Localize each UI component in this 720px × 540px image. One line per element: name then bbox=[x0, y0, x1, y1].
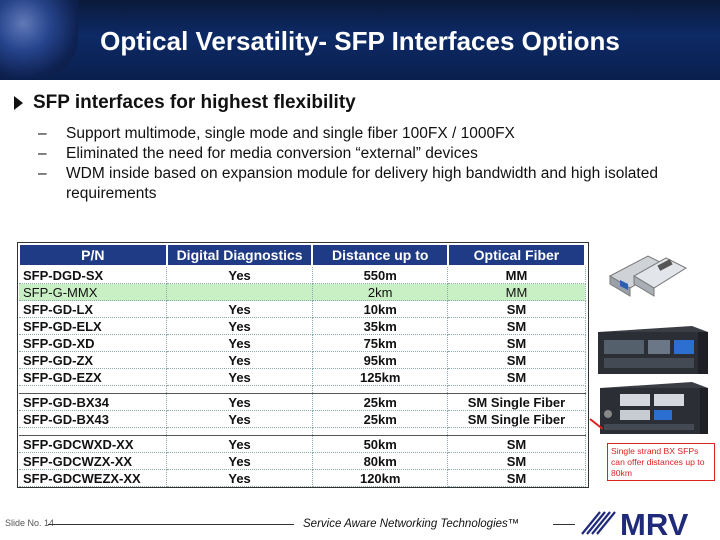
cell-distance: 25km bbox=[312, 410, 449, 428]
bullet-triangle-icon bbox=[14, 96, 23, 110]
table-row: SFP-GDCWXD-XX Yes 50km SM bbox=[19, 435, 586, 453]
cell-diagnostics: Yes bbox=[166, 393, 313, 411]
table-row: SFP-GD-BX43 Yes 25km SM Single Fiber bbox=[19, 410, 586, 428]
cell-distance: 25km bbox=[312, 393, 449, 411]
cell-distance: 550m bbox=[312, 266, 449, 284]
table-row: SFP-GD-ZX Yes 95km SM bbox=[19, 351, 586, 369]
cell-pn: SFP-GD-EZX bbox=[19, 368, 168, 386]
cell-distance: 95km bbox=[312, 351, 449, 369]
cell-diagnostics: Yes bbox=[166, 317, 313, 335]
cell-diagnostics: Yes bbox=[166, 410, 313, 428]
cell-diagnostics: Yes bbox=[166, 266, 313, 284]
sub-bullet: – Eliminated the need for media conversi… bbox=[38, 144, 708, 164]
cell-pn: SFP-DGD-SX bbox=[19, 266, 168, 284]
cell-distance: 75km bbox=[312, 334, 449, 352]
cell-diagnostics: Yes bbox=[166, 351, 313, 369]
table-row: SFP-GDCWZX-XX Yes 80km SM bbox=[19, 452, 586, 470]
cell-pn: SFP-GD-BX34 bbox=[19, 393, 168, 411]
cell-fiber: MM bbox=[447, 283, 586, 301]
cell-pn: SFP-GD-BX43 bbox=[19, 410, 168, 428]
dash-marker: – bbox=[38, 125, 47, 142]
cell-pn: SFP-GD-ZX bbox=[19, 351, 168, 369]
sfp-table: P/N Digital Diagnostics Distance up to O… bbox=[17, 242, 589, 488]
cell-pn: SFP-GDCWXD-XX bbox=[19, 435, 168, 453]
column-header: Distance up to bbox=[311, 243, 449, 267]
cell-fiber: SM bbox=[447, 452, 586, 470]
cell-fiber: SM bbox=[447, 469, 586, 487]
title-bar: Optical Versatility- SFP Interfaces Opti… bbox=[0, 0, 720, 80]
cell-fiber: MM bbox=[447, 266, 586, 284]
cell-pn: SFP-G-MMX bbox=[19, 283, 168, 301]
table-row: SFP-G-MMX 2km MM bbox=[19, 283, 586, 301]
cell-diagnostics: Yes bbox=[166, 469, 313, 487]
cell-distance: 125km bbox=[312, 368, 449, 386]
dash-marker: – bbox=[38, 145, 47, 162]
footer-rule-left bbox=[48, 524, 294, 525]
cell-fiber: SM Single Fiber bbox=[447, 410, 586, 428]
table-row: SFP-GD-ELX Yes 35km SM bbox=[19, 317, 586, 335]
table-row: SFP-GD-BX34 Yes 25km SM Single Fiber bbox=[19, 393, 586, 411]
cell-distance: 80km bbox=[312, 452, 449, 470]
dash-marker: – bbox=[38, 165, 47, 182]
column-header: P/N bbox=[18, 243, 168, 267]
main-bullet-text: SFP interfaces for highest flexibility bbox=[33, 92, 356, 113]
table-row: SFP-GD-EZX Yes 125km SM bbox=[19, 368, 586, 386]
cell-fiber: SM bbox=[447, 317, 586, 335]
sub-bullet-list: – Support multimode, single mode and sin… bbox=[38, 124, 708, 204]
sfp-module-image bbox=[608, 255, 688, 297]
cell-distance: 35km bbox=[312, 317, 449, 335]
table-row: SFP-DGD-SX Yes 550m MM bbox=[19, 266, 586, 284]
cell-pn: SFP-GD-XD bbox=[19, 334, 168, 352]
cell-fiber: SM Single Fiber bbox=[447, 393, 586, 411]
table-header-row: P/N Digital Diagnostics Distance up to O… bbox=[18, 243, 587, 267]
cell-diagnostics: Yes bbox=[166, 300, 313, 318]
main-bullet: SFP interfaces for highest flexibility bbox=[14, 92, 356, 114]
bx-callout: Single strand BX SFPs can offer distance… bbox=[607, 443, 715, 481]
cell-fiber: SM bbox=[447, 368, 586, 386]
chassis-image bbox=[598, 326, 708, 374]
cell-fiber: SM bbox=[447, 300, 586, 318]
cell-diagnostics: Yes bbox=[166, 435, 313, 453]
cell-diagnostics bbox=[166, 283, 313, 301]
mrv-logo: MRV bbox=[581, 508, 689, 538]
cell-distance: 2km bbox=[312, 283, 449, 301]
cell-diagnostics: Yes bbox=[166, 368, 313, 386]
cell-pn: SFP-GDCWZX-XX bbox=[19, 452, 168, 470]
sub-bullet: – Support multimode, single mode and sin… bbox=[38, 124, 708, 144]
cell-fiber: SM bbox=[447, 334, 586, 352]
cell-pn: SFP-GD-LX bbox=[19, 300, 168, 318]
logo-text: MRV bbox=[620, 508, 689, 538]
cell-diagnostics: Yes bbox=[166, 334, 313, 352]
slide-title: Optical Versatility- SFP Interfaces Opti… bbox=[100, 26, 620, 56]
cell-distance: 120km bbox=[312, 469, 449, 487]
cell-fiber: SM bbox=[447, 351, 586, 369]
column-header: Optical Fiber bbox=[446, 243, 587, 267]
cell-fiber: SM bbox=[447, 435, 586, 453]
column-header: Digital Diagnostics bbox=[165, 243, 314, 267]
cell-diagnostics: Yes bbox=[166, 452, 313, 470]
cell-distance: 50km bbox=[312, 435, 449, 453]
table-spacer-row bbox=[19, 385, 586, 394]
footer-rule-right bbox=[553, 524, 575, 525]
table-row: SFP-GD-XD Yes 75km SM bbox=[19, 334, 586, 352]
switch-image bbox=[600, 382, 708, 434]
table-row: SFP-GDCWEZX-XX Yes 120km SM bbox=[19, 469, 586, 487]
sub-bullet-text: Support multimode, single mode and singl… bbox=[66, 125, 515, 142]
cell-distance: 10km bbox=[312, 300, 449, 318]
table-spacer-row bbox=[19, 427, 586, 436]
globe-icon bbox=[0, 0, 78, 78]
footer-tagline: Service Aware Networking Technologies™ bbox=[303, 518, 520, 530]
slide-number: Slide No. 14 bbox=[5, 518, 55, 528]
sub-bullet-text: Eliminated the need for media conversion… bbox=[66, 145, 478, 162]
cell-pn: SFP-GD-ELX bbox=[19, 317, 168, 335]
cell-pn: SFP-GDCWEZX-XX bbox=[19, 469, 168, 487]
sub-bullet: – WDM inside based on expansion module f… bbox=[38, 164, 708, 204]
table-row: SFP-GD-LX Yes 10km SM bbox=[19, 300, 586, 318]
sub-bullet-text: WDM inside based on expansion module for… bbox=[66, 165, 658, 202]
